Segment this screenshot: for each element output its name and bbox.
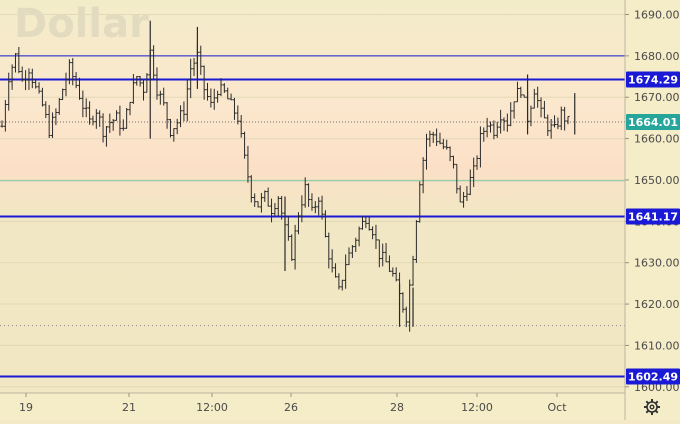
y-tick-label: 1690.00 [634, 8, 680, 21]
x-tick-label: 12:00 [196, 401, 228, 414]
x-tick-label: Oct [547, 401, 567, 414]
y-tick-label: 1680.00 [634, 50, 680, 63]
settings-gear-icon[interactable] [644, 399, 660, 415]
y-tick-label: 1660.00 [634, 133, 680, 146]
x-tick-label: 28 [390, 401, 404, 414]
y-tick-label: 1650.00 [634, 174, 680, 187]
x-tick-label: 19 [19, 401, 33, 414]
y-tick-label: 1670.00 [634, 91, 680, 104]
level-price-badge-label: 1674.29 [628, 73, 678, 86]
current-price-badge-label: 1664.01 [628, 116, 678, 129]
x-tick-label: 21 [122, 401, 136, 414]
chart-title: Dollar [14, 1, 149, 47]
level-price-badge [626, 368, 680, 385]
y-tick-label: 1620.00 [634, 298, 680, 311]
x-tick-label: 26 [284, 401, 298, 414]
x-tick-label: 12:00 [461, 401, 493, 414]
plot-background [0, 0, 625, 393]
level-price-badge [626, 208, 680, 225]
level-price-badge-label: 1602.49 [628, 370, 678, 383]
level-price-badge-label: 1641.17 [628, 210, 678, 223]
y-tick-label: 1630.00 [634, 257, 680, 270]
time-axis-background [0, 393, 625, 420]
level-price-badge [626, 71, 680, 88]
current-price-badge [626, 113, 680, 130]
y-tick-label: 1610.00 [634, 339, 680, 352]
